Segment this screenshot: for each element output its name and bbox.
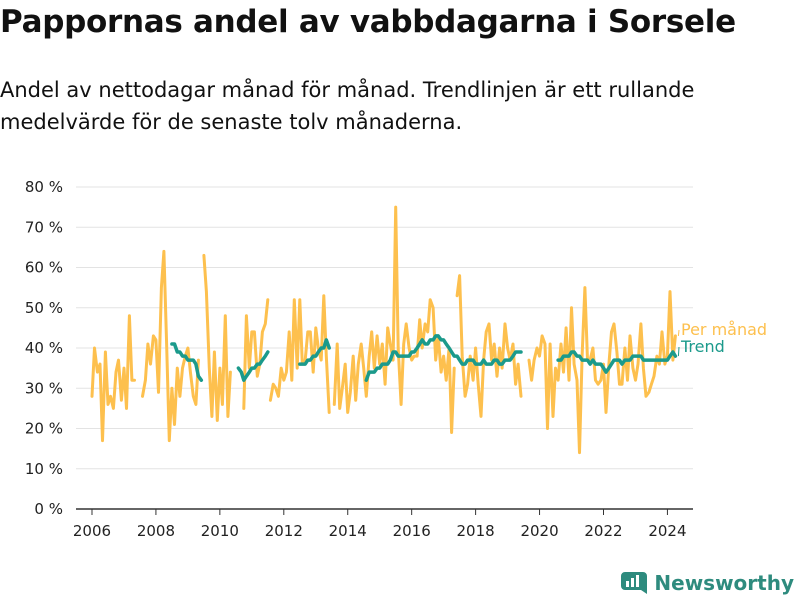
x-tick-label: 2006 [73, 522, 111, 540]
series-line-segment [90, 314, 136, 443]
y-tick-label: 10 % [25, 460, 63, 478]
x-tick-label: 2010 [201, 522, 239, 540]
legend-connector [677, 346, 680, 357]
series-line-segment [298, 338, 331, 366]
x-tick-label: 2014 [329, 522, 367, 540]
x-tick-label: 2018 [457, 522, 495, 540]
y-axis-tick-labels: 0 % 10 % 20 % 30 % 40 % 50 % 60 % 70 % 80 % [25, 178, 63, 518]
legend-label: Per månad [681, 320, 767, 339]
series-line-segment [141, 249, 200, 443]
x-tick-label: 2012 [265, 522, 303, 540]
series-line-segment [202, 253, 232, 422]
y-tick-label: 50 % [25, 299, 63, 317]
x-axis [76, 508, 693, 515]
x-tick-label: 2020 [520, 522, 558, 540]
series-line-segment [455, 274, 523, 418]
x-tick-label: 2022 [584, 522, 622, 540]
series-line-segment [268, 294, 331, 414]
x-tick-label: 2008 [137, 522, 175, 540]
y-tick-label: 30 % [25, 379, 63, 397]
legend-connector [677, 329, 680, 336]
page-title: Pappornas andel av vabbdagarna i Sorsele [0, 4, 736, 40]
y-tick-label: 80 % [25, 178, 63, 196]
legend-label: Trend [680, 337, 725, 356]
series-line-segment [556, 350, 678, 374]
y-tick-label: 20 % [25, 420, 63, 438]
x-tick-label: 2016 [393, 522, 431, 540]
series-line-segment [527, 286, 677, 455]
brand-logo: Newsworthy [621, 570, 794, 596]
brand-name: Newsworthy [654, 571, 794, 595]
page-subtitle: Andel av nettodagar månad för månad. Tre… [0, 78, 695, 134]
series-per-manad [90, 205, 677, 455]
series-lines [90, 205, 678, 455]
bar-chart-logo-icon [621, 572, 648, 594]
series-line-segment [332, 205, 456, 434]
y-tick-label: 70 % [25, 218, 63, 236]
x-tick-label: 2024 [648, 522, 686, 540]
y-tick-label: 0 % [34, 500, 63, 518]
series-line-segment [364, 334, 523, 382]
x-axis-tick-labels: 2006 2008 2010 2012 2014 2016 2018 2020 2022 2024 [73, 522, 687, 540]
y-tick-label: 40 % [25, 339, 63, 357]
y-tick-label: 60 % [25, 259, 63, 277]
series-line-segment [236, 350, 270, 382]
series-line-segment [170, 342, 204, 382]
series-trend [170, 334, 678, 382]
series-line-segment [242, 298, 270, 410]
